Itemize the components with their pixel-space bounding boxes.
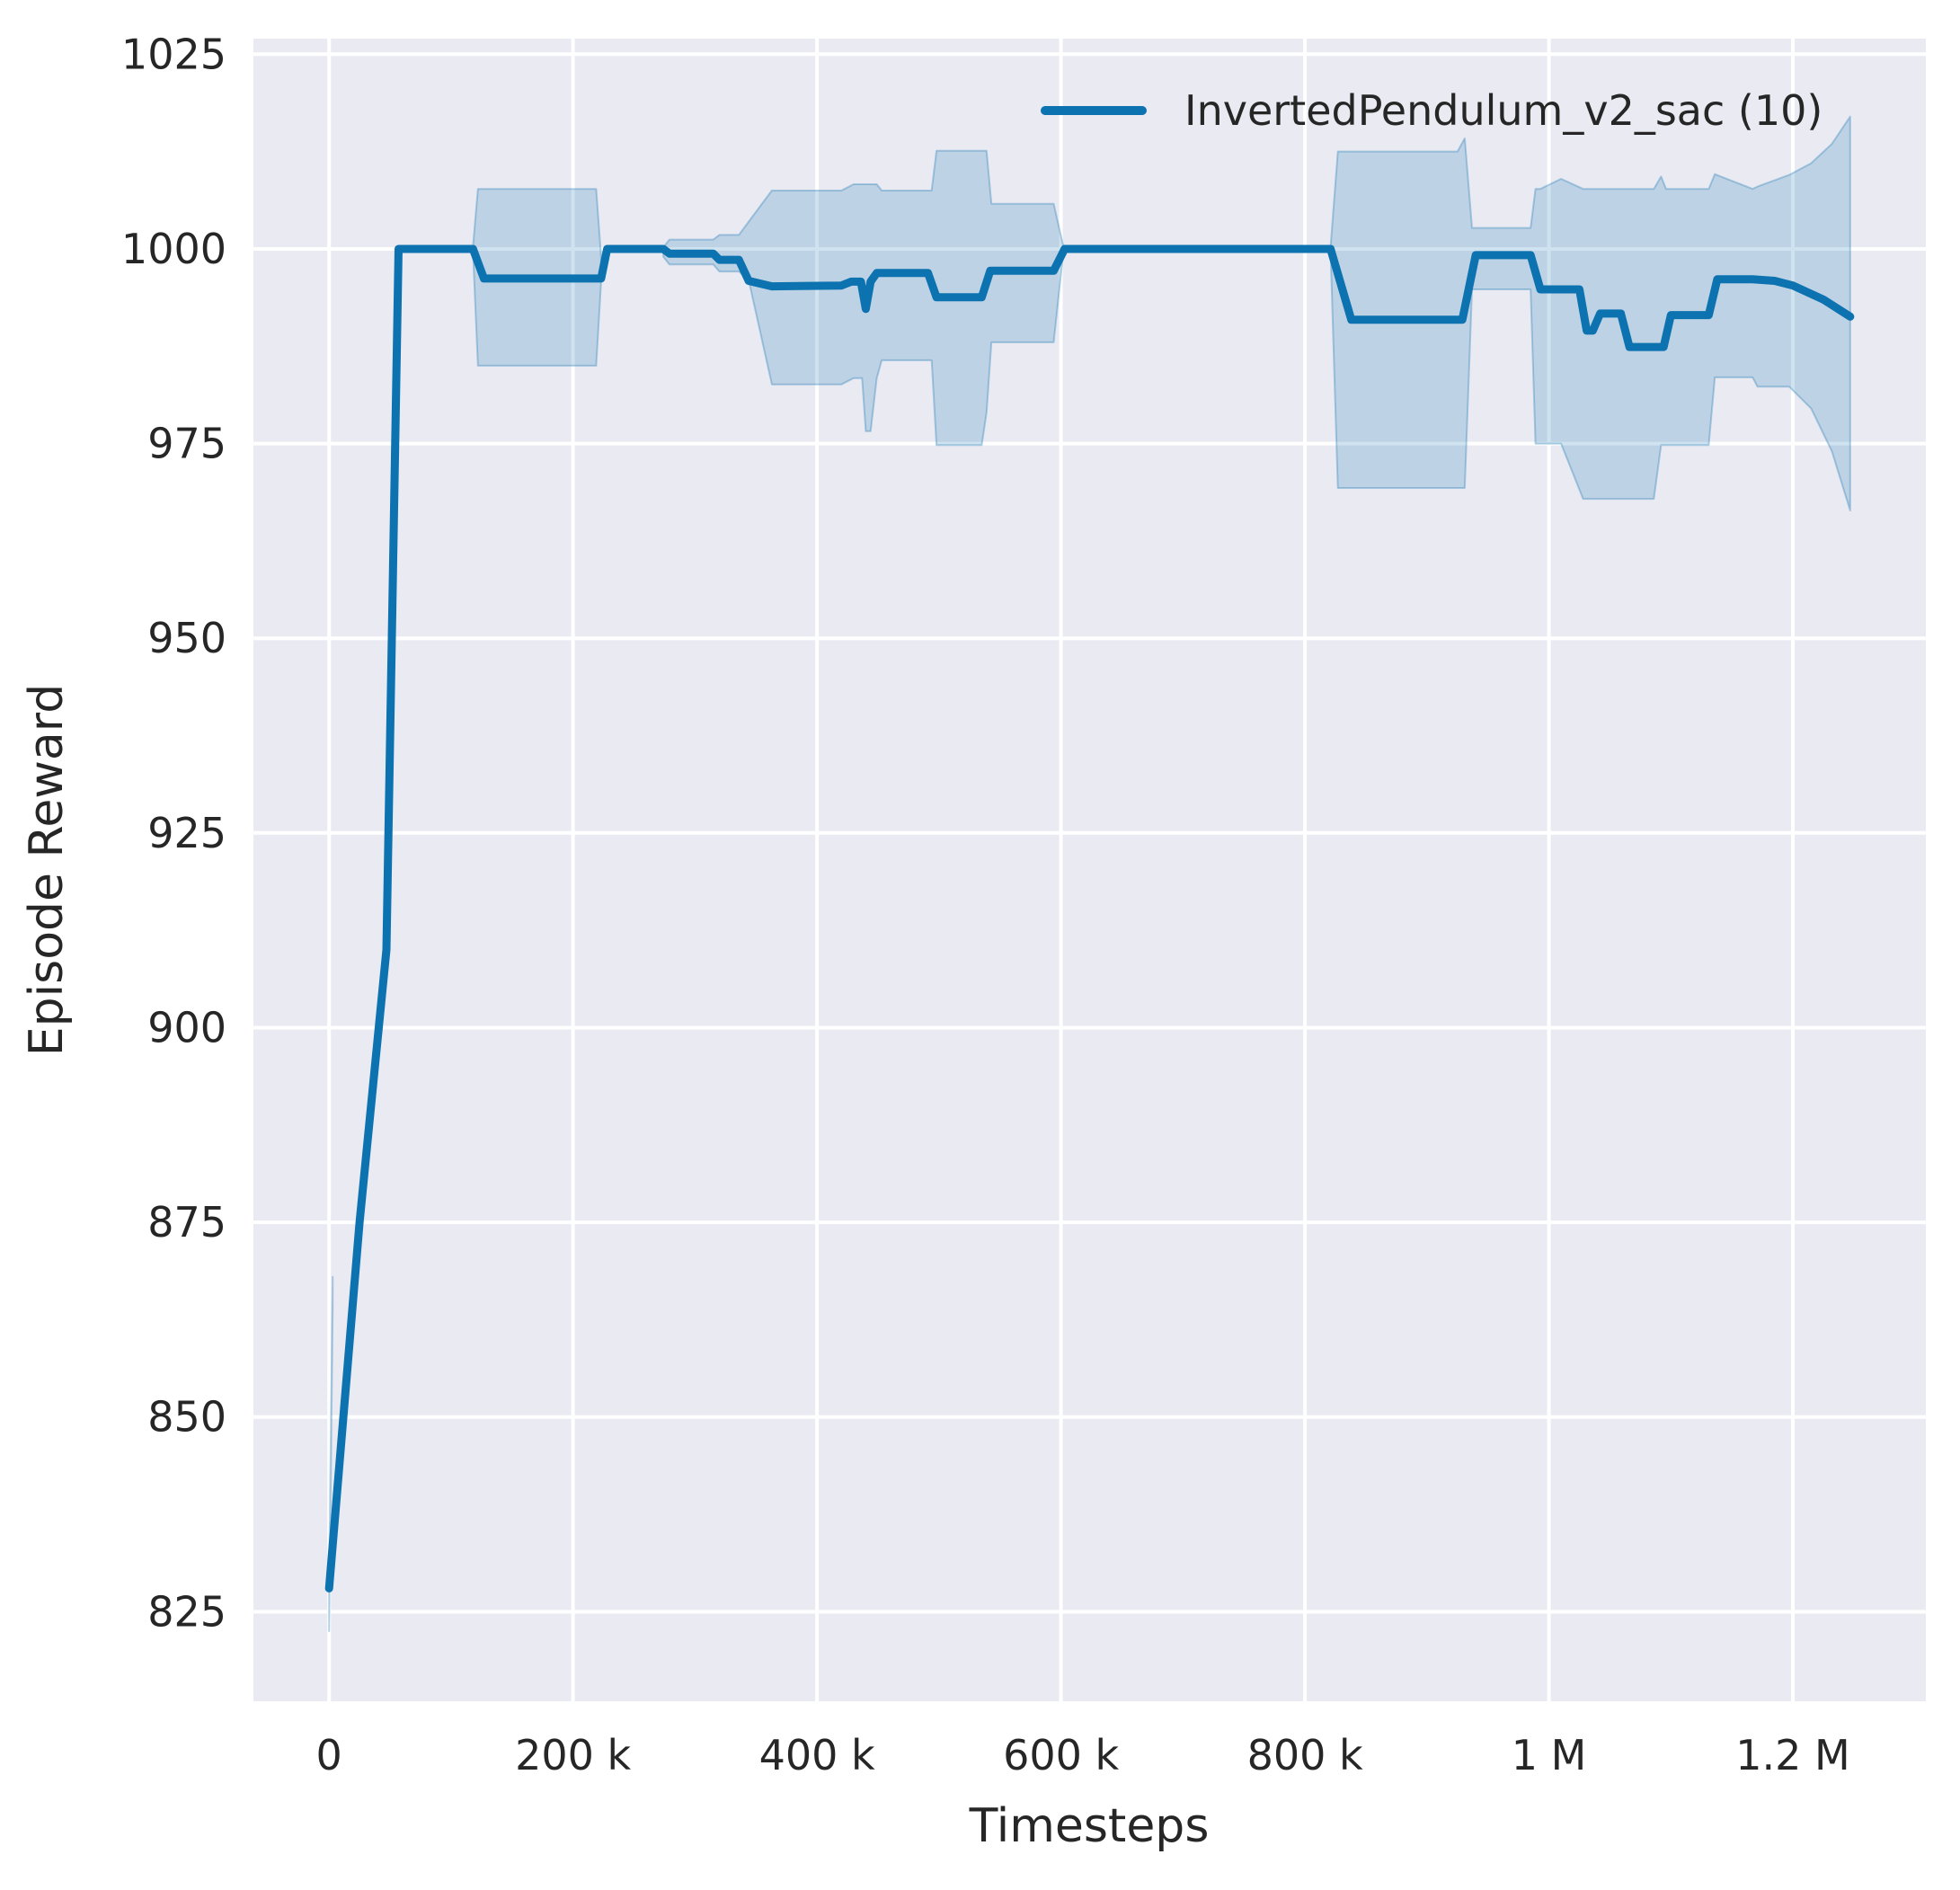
legend: InvertedPendulum_v2_sac (10): [1041, 83, 1823, 138]
y-tick-label-850: 850: [147, 1393, 226, 1442]
y-tick-label-875: 875: [147, 1198, 226, 1247]
y-tick-label-950: 950: [147, 614, 226, 662]
plot-area: [253, 39, 1926, 1701]
x-tick-label-0: 0: [316, 1731, 342, 1779]
y-tick-label-1000: 1000: [121, 225, 226, 273]
y-tick-label-975: 975: [147, 420, 226, 468]
y-tick-label-825: 825: [147, 1587, 226, 1636]
x-tick-label-1 M: 1 M: [1512, 1731, 1587, 1779]
x-tick-label-800 k: 800 k: [1247, 1731, 1363, 1779]
x-axis-title: Timesteps: [969, 1799, 1210, 1853]
legend-line-swatch: [1041, 106, 1147, 115]
x-tick-label-200 k: 200 k: [515, 1731, 631, 1779]
y-tick-label-900: 900: [147, 1004, 226, 1052]
y-axis-title: Episode Reward: [20, 683, 74, 1057]
x-tick-label-400 k: 400 k: [759, 1731, 875, 1779]
y-tick-label-925: 925: [147, 809, 226, 857]
x-tick-label-1.2 M: 1.2 M: [1735, 1731, 1849, 1779]
confidence-band-3: [1329, 115, 1851, 512]
legend-entry-label: InvertedPendulum_v2_sac (10): [1184, 86, 1823, 135]
series-line-0: [324, 244, 1855, 1593]
x-tick-label-600 k: 600 k: [1003, 1731, 1119, 1779]
y-tick-label-1025: 1025: [121, 30, 226, 78]
